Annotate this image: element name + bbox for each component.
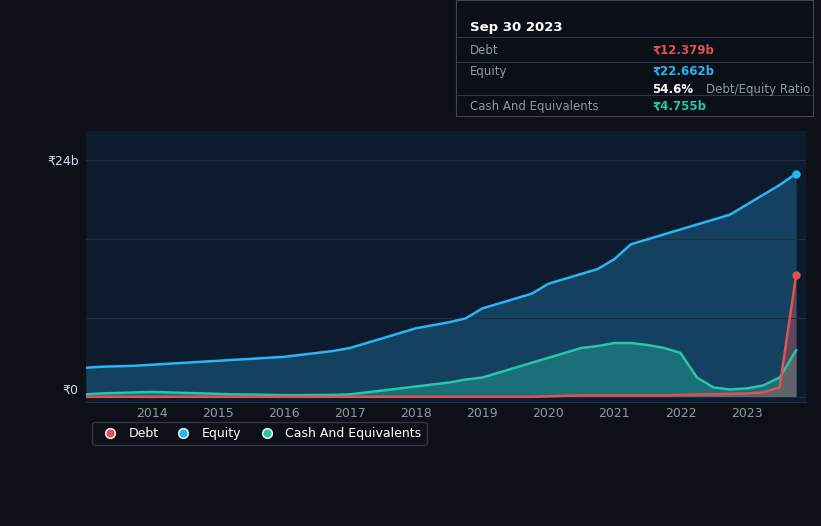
Text: ₹12.379b: ₹12.379b: [652, 44, 714, 57]
Text: ₹24b: ₹24b: [47, 155, 79, 167]
Text: Debt/Equity Ratio: Debt/Equity Ratio: [706, 83, 810, 96]
Text: 54.6%: 54.6%: [652, 83, 693, 96]
Text: Equity: Equity: [470, 65, 507, 78]
Text: ₹22.662b: ₹22.662b: [652, 65, 714, 78]
Text: Sep 30 2023: Sep 30 2023: [470, 21, 562, 34]
Legend: Debt, Equity, Cash And Equivalents: Debt, Equity, Cash And Equivalents: [92, 422, 427, 445]
Text: Cash And Equivalents: Cash And Equivalents: [470, 99, 599, 113]
Text: ₹4.755b: ₹4.755b: [652, 99, 706, 113]
Text: ₹0: ₹0: [62, 384, 79, 397]
Text: Debt: Debt: [470, 44, 498, 57]
